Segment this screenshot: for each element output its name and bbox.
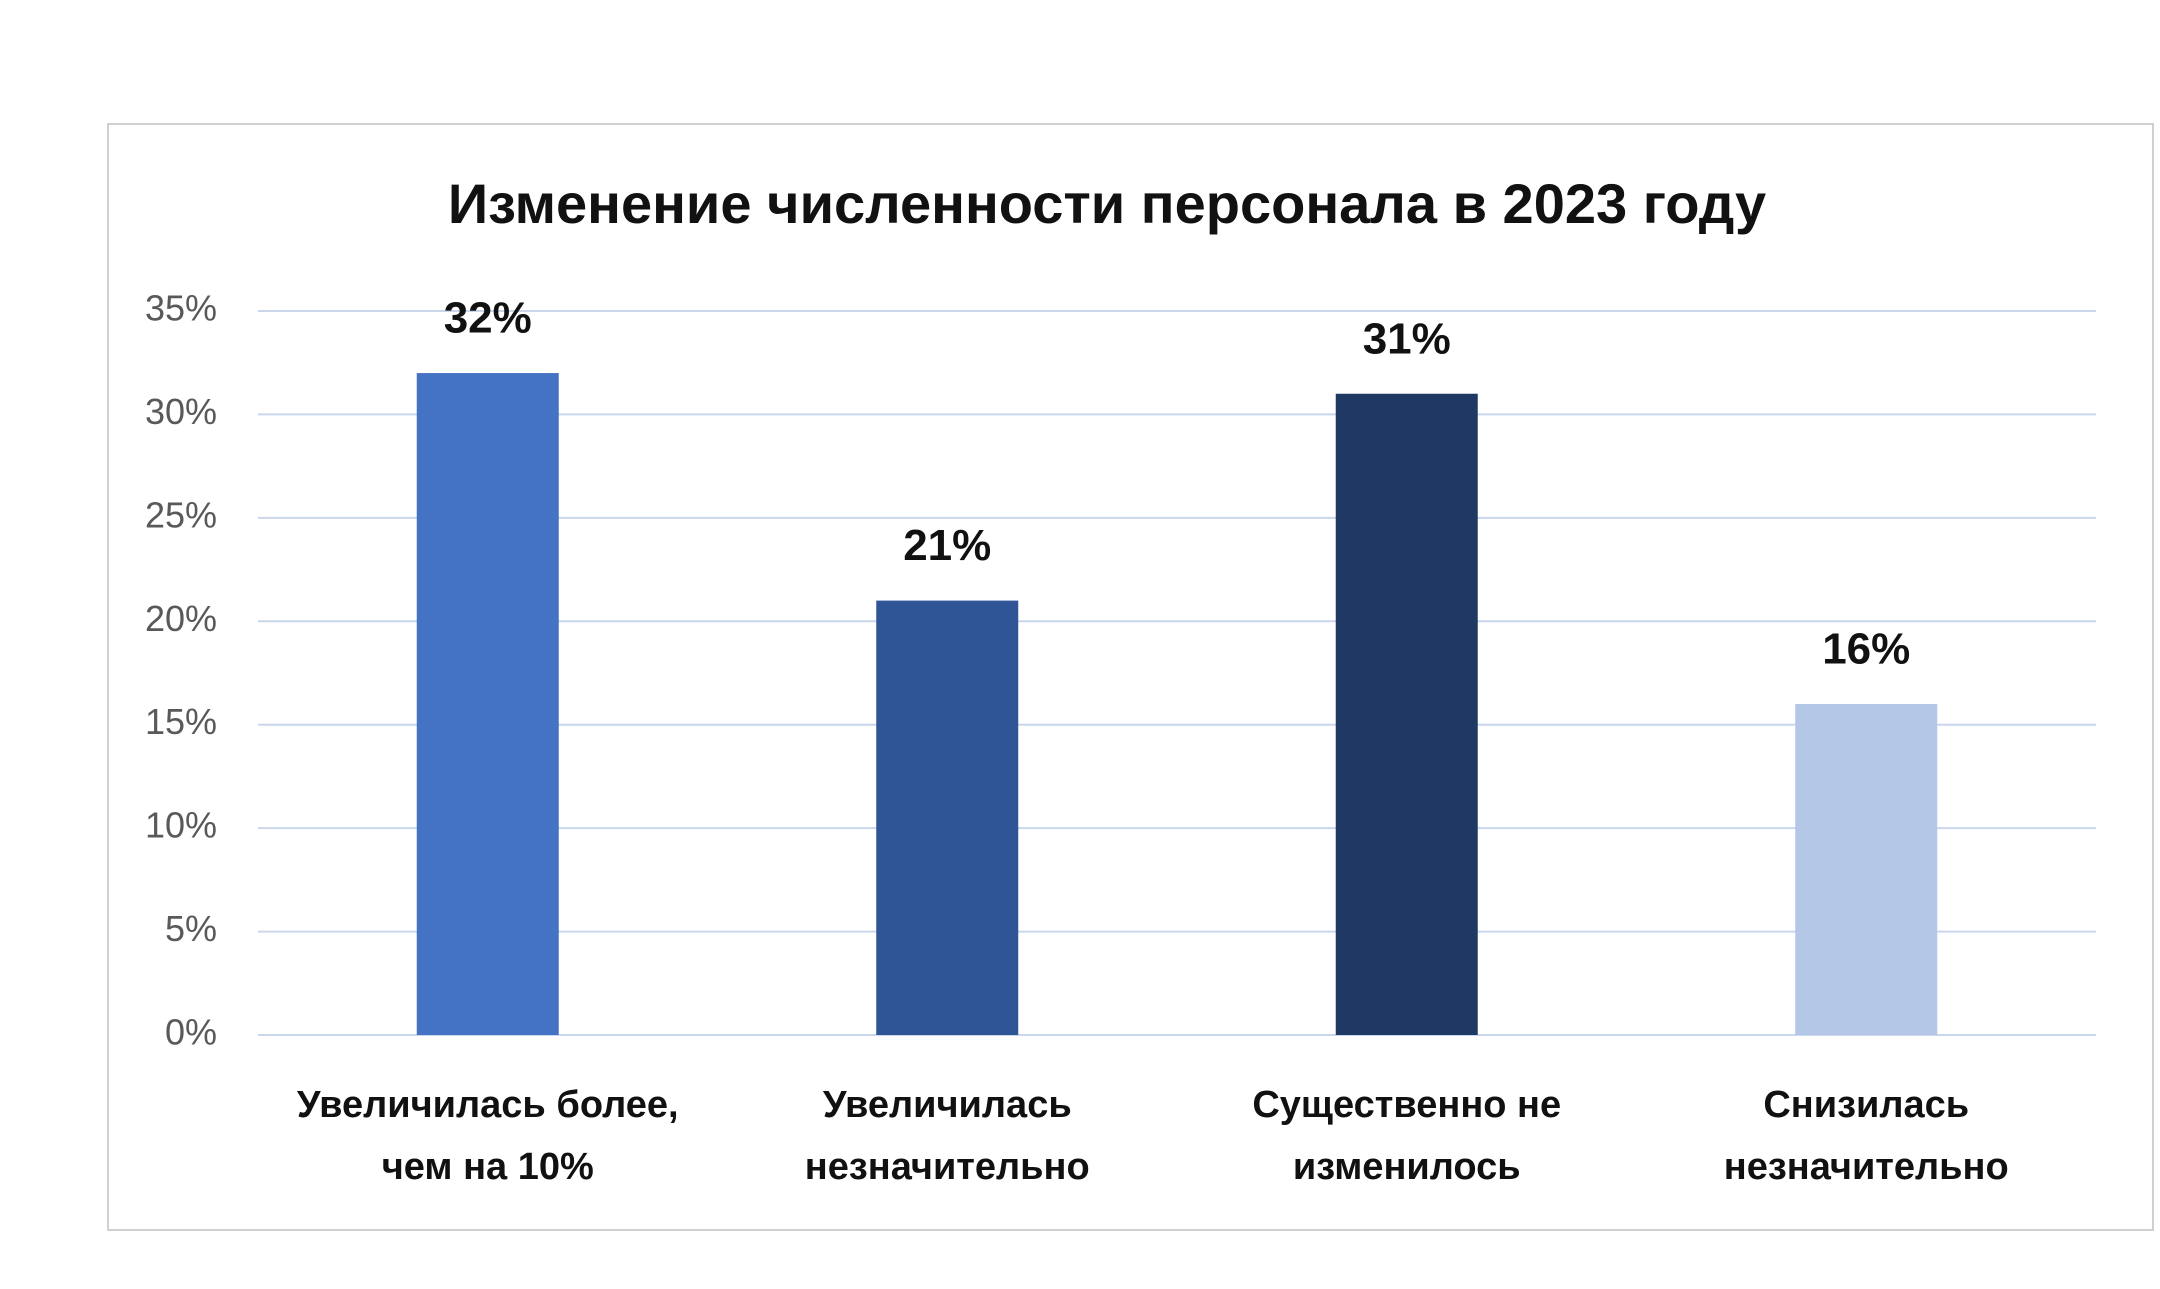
y-tick-label: 20%	[145, 598, 217, 639]
value-label: 16%	[1822, 625, 1910, 674]
chart-title: Изменение численности персонала в 2023 г…	[448, 172, 1766, 235]
x-tick-label: Увеличилась незначительно	[804, 1084, 1090, 1188]
x-tick-label: Снизилась незначительно	[1723, 1084, 2009, 1188]
y-tick-label: 25%	[145, 494, 217, 535]
y-tick-label: 10%	[145, 805, 217, 846]
y-tick-label: 30%	[145, 391, 217, 432]
x-tick-label: Существенно не изменилось	[1252, 1084, 1562, 1188]
y-tick-label: 5%	[165, 908, 217, 949]
bar	[416, 373, 559, 1035]
bar	[876, 600, 1019, 1035]
bar	[1795, 704, 1938, 1035]
value-label: 32%	[444, 294, 532, 343]
value-label: 31%	[1363, 314, 1451, 363]
y-tick-label: 15%	[145, 701, 217, 742]
y-tick-label: 0%	[165, 1012, 217, 1053]
x-tick-label: Увеличилась более, чем на 10%	[296, 1084, 679, 1188]
y-tick-label: 35%	[145, 288, 217, 329]
value-label: 21%	[903, 521, 991, 570]
bar	[1335, 393, 1478, 1035]
chart-frame	[107, 123, 2154, 1231]
